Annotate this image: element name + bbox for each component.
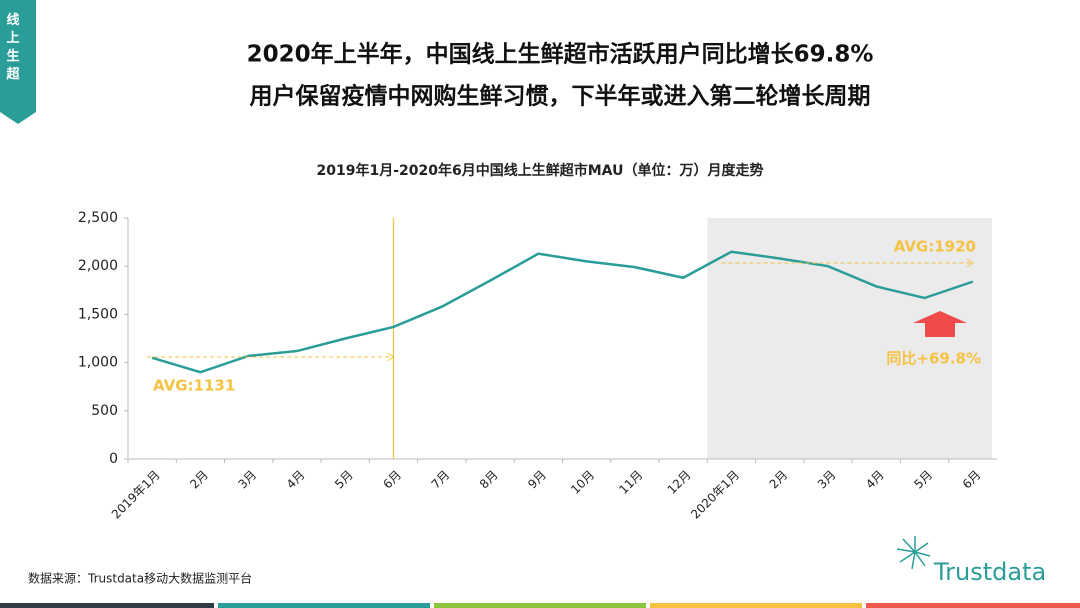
x-tick-label: 9月: [525, 468, 549, 492]
y-tick-label: 0: [109, 451, 118, 467]
footer-bar: [0, 603, 214, 608]
logo-text: Trustdata: [933, 558, 1046, 586]
plot: 0 500 1,000 1,500 2,000 2,500 2019年1月 2月 3月 4月 5月 6…: [78, 210, 997, 522]
y-tick-label: 1,000: [78, 355, 118, 371]
annotation: 同比+69.8%: [886, 350, 981, 368]
chart-title: 2019年1月-2020年6月中国线上生鲜超市MAU（单位：万）月度走势: [317, 162, 764, 179]
source-note: 数据来源：Trustdata移动大数据监测平台: [28, 571, 252, 586]
logo: [896, 536, 931, 570]
section-tab: [0, 0, 36, 124]
highlight-region: [707, 218, 992, 459]
x-tick-label: 8月: [477, 468, 501, 492]
title-line: 2020年上半年，中国线上生鲜超市活跃用户同比增长69.8%: [247, 41, 874, 68]
annotation: AVG:1920: [894, 238, 976, 256]
x-tick-label: 4月: [284, 468, 308, 492]
x-tick-label: 2020年1月: [688, 468, 742, 522]
avg-arrow: [387, 352, 395, 362]
x-tick-label: 5月: [911, 468, 935, 492]
footer-bar: [866, 603, 1080, 608]
x-tick-label: 5月: [332, 468, 356, 492]
x-tick-label: 6月: [960, 468, 984, 492]
footer-bar: [650, 603, 862, 608]
x-tick-label: 3月: [815, 468, 839, 492]
x-tick-label: 10月: [568, 468, 597, 497]
footer-bar: [218, 603, 430, 608]
x-tick-label: 2019年1月: [109, 468, 163, 522]
annotation: AVG:1131: [153, 377, 235, 395]
x-tick-label: 7月: [429, 468, 453, 492]
title-line: 用户保留疫情中网购生鲜习惯，下半年或进入第二轮增长周期: [250, 83, 871, 110]
x-tick-label: 2月: [187, 468, 211, 492]
y-tick-label: 1,500: [78, 306, 118, 322]
x-tick-label: 3月: [236, 468, 260, 492]
x-tick-label: 4月: [863, 468, 887, 492]
y-tick-label: 2,000: [78, 258, 118, 274]
avg-arrow: [966, 258, 974, 268]
growth-arrow: [913, 311, 967, 337]
x-tick-label: 11月: [616, 468, 645, 497]
x-tick-label: 6月: [380, 468, 404, 492]
y-tick-label: 2,500: [78, 210, 118, 226]
y-tick-label: 500: [91, 403, 118, 419]
section-tag: 线上生超: [6, 12, 20, 82]
x-tick-label: 12月: [665, 468, 694, 497]
x-tick-label: 2月: [767, 468, 791, 492]
series-line: [151, 250, 974, 374]
footer-bar: [434, 603, 646, 608]
